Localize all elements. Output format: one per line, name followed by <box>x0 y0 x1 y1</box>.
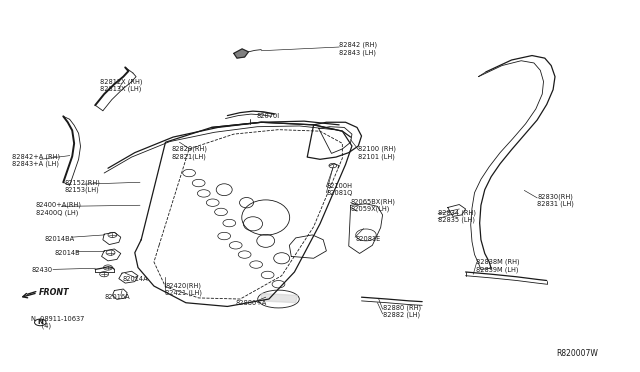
Text: 82820(RH)
82821(LH): 82820(RH) 82821(LH) <box>172 146 208 160</box>
Text: 82842+A (RH)
82843+A (LH): 82842+A (RH) 82843+A (LH) <box>12 153 60 167</box>
Text: 82100 (RH)
82101 (LH): 82100 (RH) 82101 (LH) <box>358 146 396 160</box>
Text: R820007W: R820007W <box>556 349 598 358</box>
Text: 82880 (RH)
82882 (LH): 82880 (RH) 82882 (LH) <box>383 304 420 318</box>
Text: 82430: 82430 <box>31 267 52 273</box>
Text: FRONT: FRONT <box>39 288 70 297</box>
Text: 82070I: 82070I <box>256 113 279 119</box>
Text: 82842 (RH)
82843 (LH): 82842 (RH) 82843 (LH) <box>339 42 378 56</box>
Text: 82014BA: 82014BA <box>44 235 74 242</box>
Text: 82880+A: 82880+A <box>236 300 267 306</box>
Text: 82420(RH)
82421 (LH): 82420(RH) 82421 (LH) <box>166 282 202 296</box>
Text: 82081E: 82081E <box>355 235 380 242</box>
Text: 82400+A(RH)
82400Q (LH): 82400+A(RH) 82400Q (LH) <box>36 202 82 216</box>
Text: 82014A: 82014A <box>122 276 148 282</box>
Text: 82812X (RH)
82813X (LH): 82812X (RH) 82813X (LH) <box>100 78 142 92</box>
Text: 82100H
82081Q: 82100H 82081Q <box>326 183 353 196</box>
Text: 82838M (RH)
82839M (LH): 82838M (RH) 82839M (LH) <box>476 259 520 273</box>
Text: 82830(RH)
82831 (LH): 82830(RH) 82831 (LH) <box>537 193 574 207</box>
Text: N  08911-10637
     (4): N 08911-10637 (4) <box>31 315 84 329</box>
Polygon shape <box>261 294 298 303</box>
Polygon shape <box>234 49 248 58</box>
Text: 82834 (RH)
82835 (LH): 82834 (RH) 82835 (LH) <box>438 209 476 224</box>
Text: 82014B: 82014B <box>55 250 81 256</box>
Text: 82016A: 82016A <box>104 294 130 300</box>
Text: 82152(RH)
82153(LH): 82152(RH) 82153(LH) <box>65 179 100 193</box>
Text: N: N <box>37 320 44 326</box>
Text: 82065BX(RH)
82059X(LH): 82065BX(RH) 82059X(LH) <box>351 198 396 212</box>
